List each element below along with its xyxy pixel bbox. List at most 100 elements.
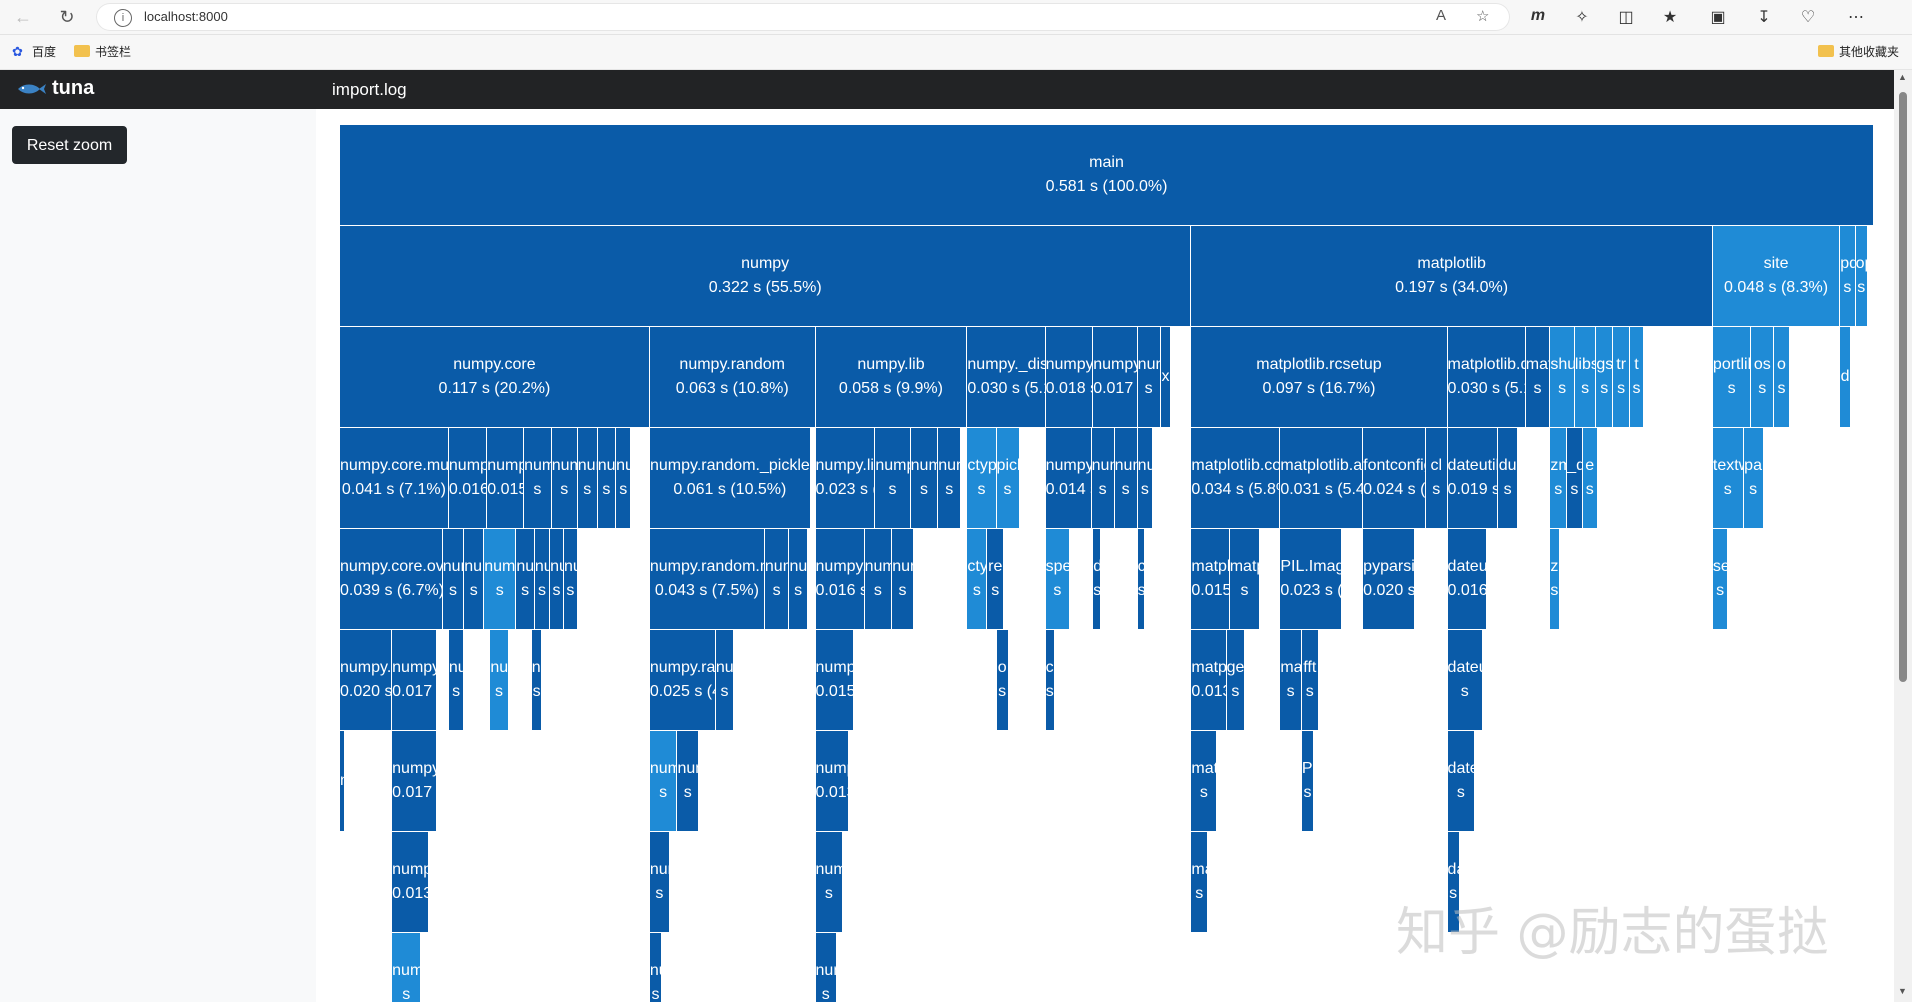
page-scrollbar[interactable]: ▲ ▼ <box>1894 70 1912 1002</box>
frame-du[interactable]: du s <box>1498 428 1519 529</box>
frame-numpy-random[interactable]: numpy.random 0.063 s (10.8%) <box>649 327 816 428</box>
frame-spec[interactable]: spec s <box>1045 529 1071 630</box>
frame-pil-a[interactable]: PIL.a s <box>1301 731 1315 832</box>
collections-icon[interactable]: ▣ <box>1710 9 1726 26</box>
frame-numpy-lib-d[interactable]: numpy.lib.d s <box>864 529 893 630</box>
frame-numpy-linalg[interactable]: numpy.linalg s <box>815 832 844 933</box>
frame-portlib[interactable]: portlib s <box>1712 327 1752 428</box>
bookmark-baidu[interactable]: ✿ 百度 <box>12 44 57 59</box>
frame-numpy-ma-core[interactable]: numpy.ma.core 0.014 s (2.4%) <box>1045 428 1092 529</box>
frame-dateutil-patterns[interactable]: dateutil.patterns 0.019 s (3.3%) <box>1447 428 1499 529</box>
more-menu-icon[interactable]: ⋯ <box>1848 9 1864 26</box>
brand[interactable]: tuna <box>16 77 94 100</box>
frame-matplotlib[interactable]: matplotlib s <box>1525 327 1551 428</box>
frame-numpy-random-lock[interactable]: numpy.random.lock s <box>677 731 699 832</box>
address-bar[interactable]: i localhost:8000 A ☆ <box>96 3 1510 31</box>
frame-ge[interactable]: ge s <box>1226 630 1246 731</box>
frame-c[interactable]: cs <box>1137 529 1146 630</box>
other-bookmarks[interactable]: 其他收藏夹 <box>1818 43 1899 60</box>
frame-ctype[interactable]: ctype s <box>967 529 988 630</box>
frame-numpy-core[interactable]: numpy.core 0.117 s (20.2%) <box>340 327 650 428</box>
frame-numpy-random-pickle[interactable]: numpy.random._pickle 0.061 s (10.5%) <box>649 428 811 529</box>
frame-matplotlib[interactable]: matplotlib 0.197 s (34.0%) <box>1191 226 1713 327</box>
frame-numpy-random-md[interactable]: numpy.random.md s <box>649 832 670 933</box>
frame-d[interactable]: d <box>1840 327 1851 428</box>
frame-numpy-lib-lib[interactable]: numpy.lib.lib s <box>910 428 939 529</box>
frame-dateutil-til[interactable]: dateutil.til s <box>1447 832 1460 933</box>
frame-os[interactable]: os s <box>1751 327 1775 428</box>
extension-m-icon[interactable]: m <box>1530 7 1546 24</box>
performance-icon[interactable]: ♡ <box>1800 9 1816 26</box>
split-screen-icon[interactable]: ◫ <box>1618 9 1634 26</box>
frame-site[interactable]: site 0.048 s (8.3%) <box>1712 226 1841 327</box>
frame-ma[interactable]: ma s <box>1280 630 1302 731</box>
frame-main[interactable]: main 0.581 s (100.0%) <box>340 125 1874 226</box>
frame-numpy-core-v[interactable]: numpy.core.v s <box>524 428 552 529</box>
reload-icon[interactable]: ↻ <box>59 7 75 27</box>
frame-fft[interactable]: fft s <box>1301 630 1319 731</box>
frame-numpy-distributor-init[interactable]: numpy._distributor_init 0.030 s (5.1%) <box>967 327 1046 428</box>
frame-cl[interactable]: cl s <box>1426 428 1448 529</box>
frame-numpy-core-so[interactable]: numpy.core.so s <box>531 630 543 731</box>
frame-matplotlib-cbook[interactable]: matplotlib.cbook 0.015 s (2.5%) <box>1191 529 1230 630</box>
frame-matplotlib-tlib[interactable]: matplotlib.tlib s <box>1191 832 1209 933</box>
frame-numpy-polynomial-p[interactable]: numpy.polynomial.p s <box>1114 428 1138 529</box>
frame-numpy-lib-index-tricks[interactable]: numpy.lib.index_tricks 0.023 s (3.9%) <box>815 428 876 529</box>
back-icon[interactable]: ← <box>14 7 32 27</box>
frame-numpy-core-multiarray-umath[interactable]: numpy.core._multiarray_umath 0.020 s (3.4… <box>340 630 393 731</box>
frame-numpy-lib-w[interactable]: numpy.lib.w s <box>815 933 837 1002</box>
frame-pyparsing[interactable]: pyparsing 0.020 s (3.4%) <box>1363 529 1416 630</box>
frame-numpy-random-bb[interactable]: numpy.random.bb s <box>715 630 735 731</box>
bookmark-folder[interactable]: 书签栏 <box>74 43 131 60</box>
favorite-star-icon[interactable]: ☆ <box>1476 8 1490 25</box>
frame-numpy-core-dock[interactable]: numpy.core.dock s <box>484 529 517 630</box>
frame-numpy-core-arr[interactable]: numpy.core.arr s <box>577 428 598 529</box>
frame-shutil[interactable]: shutil s <box>1550 327 1575 428</box>
frame-numpy-lib-l[interactable]: numpy.lib.l s <box>875 428 911 529</box>
frame-numpy-core-nu[interactable]: numpy.core.nu s <box>551 428 578 529</box>
frame-numpy-polynomial[interactable]: numpy.polynomial 0.017 s (2.9%) <box>1093 327 1138 428</box>
frame-numpy-core-d[interactable]: numpy.core.d 0.016 s (2.5%) <box>448 428 488 529</box>
frame-numpy-core-m[interactable]: numpy.core.m s <box>550 529 564 630</box>
read-aloud-icon[interactable]: A <box>1436 7 1447 24</box>
frame-numpy-core-lock[interactable]: numpy.core.lock s <box>464 529 485 630</box>
frame-numpy-ma-utils[interactable]: numpy.ma.utils 0.016 s (2.5%) <box>815 529 865 630</box>
frame-matplotlib-ticker[interactable]: matplotlib.ticker 0.013 s (2.3%) <box>1191 630 1227 731</box>
url-text[interactable]: localhost:8000 <box>144 9 228 24</box>
frame-numpy[interactable]: numpy 0.322 s (55.5%) <box>340 226 1192 327</box>
frame-pa[interactable]: pa s <box>1743 428 1764 529</box>
frame-numpy-core-compat[interactable]: numpy.core.compat 0.017 s (2.9%) <box>392 731 437 832</box>
frame-matplotlib-rcsetup[interactable]: matplotlib.rcsetup 0.097 s (16.7%) <box>1191 327 1448 428</box>
scroll-up-icon[interactable]: ▲ <box>1898 72 1907 82</box>
frame-numpy-matrixlib[interactable]: numpy.matrixlib 0.015 s (2.5%) <box>815 630 854 731</box>
frame-numpy-polynomial-m[interactable]: numpy.polynomial.m s <box>1091 428 1115 529</box>
frame-matplotlib-image[interactable]: matplotlib.image s <box>1229 529 1261 630</box>
frame-numpy-core-compat[interactable]: numpy.core.compat 0.013 s (2.3%) <box>392 832 429 933</box>
frame-re[interactable]: re s <box>987 529 1005 630</box>
reset-zoom-button[interactable]: Reset zoom <box>12 126 127 164</box>
frame-numpy-random-bit-generator[interactable]: numpy.random.bit_generator 0.025 s (4.3%) <box>649 630 716 731</box>
downloads-icon[interactable]: ↧ <box>1757 9 1771 26</box>
frame-numpy-core-ss[interactable]: numpy.core.ss s <box>563 529 578 630</box>
frame-x[interactable]: x <box>1160 327 1172 428</box>
frame-numpy-random-secrets[interactable]: numpy.random.secrets s <box>649 731 678 832</box>
frame-fontconfig-pattern[interactable]: fontconfig_pattern 0.024 s (4.1%) <box>1363 428 1427 529</box>
scroll-down-icon[interactable]: ▼ <box>1898 986 1907 996</box>
frame-textwrap[interactable]: textwrap s <box>1712 428 1744 529</box>
frame-numpy-core-add-newdocs[interactable]: numpy.core._add_newdocs 0.015 s (2.4%) <box>487 428 525 529</box>
frame-numpy-[interactable]: numpy._s <box>1137 327 1161 428</box>
frame-dateutil-utils[interactable]: dateutil.utils s <box>1447 731 1476 832</box>
frame-numpy-core-e-s[interactable]: numpy.core.e_ss <box>442 529 465 630</box>
frame-numpy-core-y[interactable]: numpy.core.y s <box>597 428 617 529</box>
frame-numpy-lib[interactable]: numpy.lib 0.058 s (9.9%) <box>815 327 968 428</box>
frame-numpy-lib-index[interactable]: numpy.lib.index 0.013 s (2.3%) <box>815 731 850 832</box>
frame-numpy-compat[interactable]: numpy.compat 0.017 s (2.9%) <box>392 630 437 731</box>
frame-numpy-random-mtrand[interactable]: numpy.random.mtrand 0.043 s (7.5%) <box>649 529 765 630</box>
frame-numpy-random-sl[interactable]: numpy.random.sl s <box>649 933 663 1002</box>
